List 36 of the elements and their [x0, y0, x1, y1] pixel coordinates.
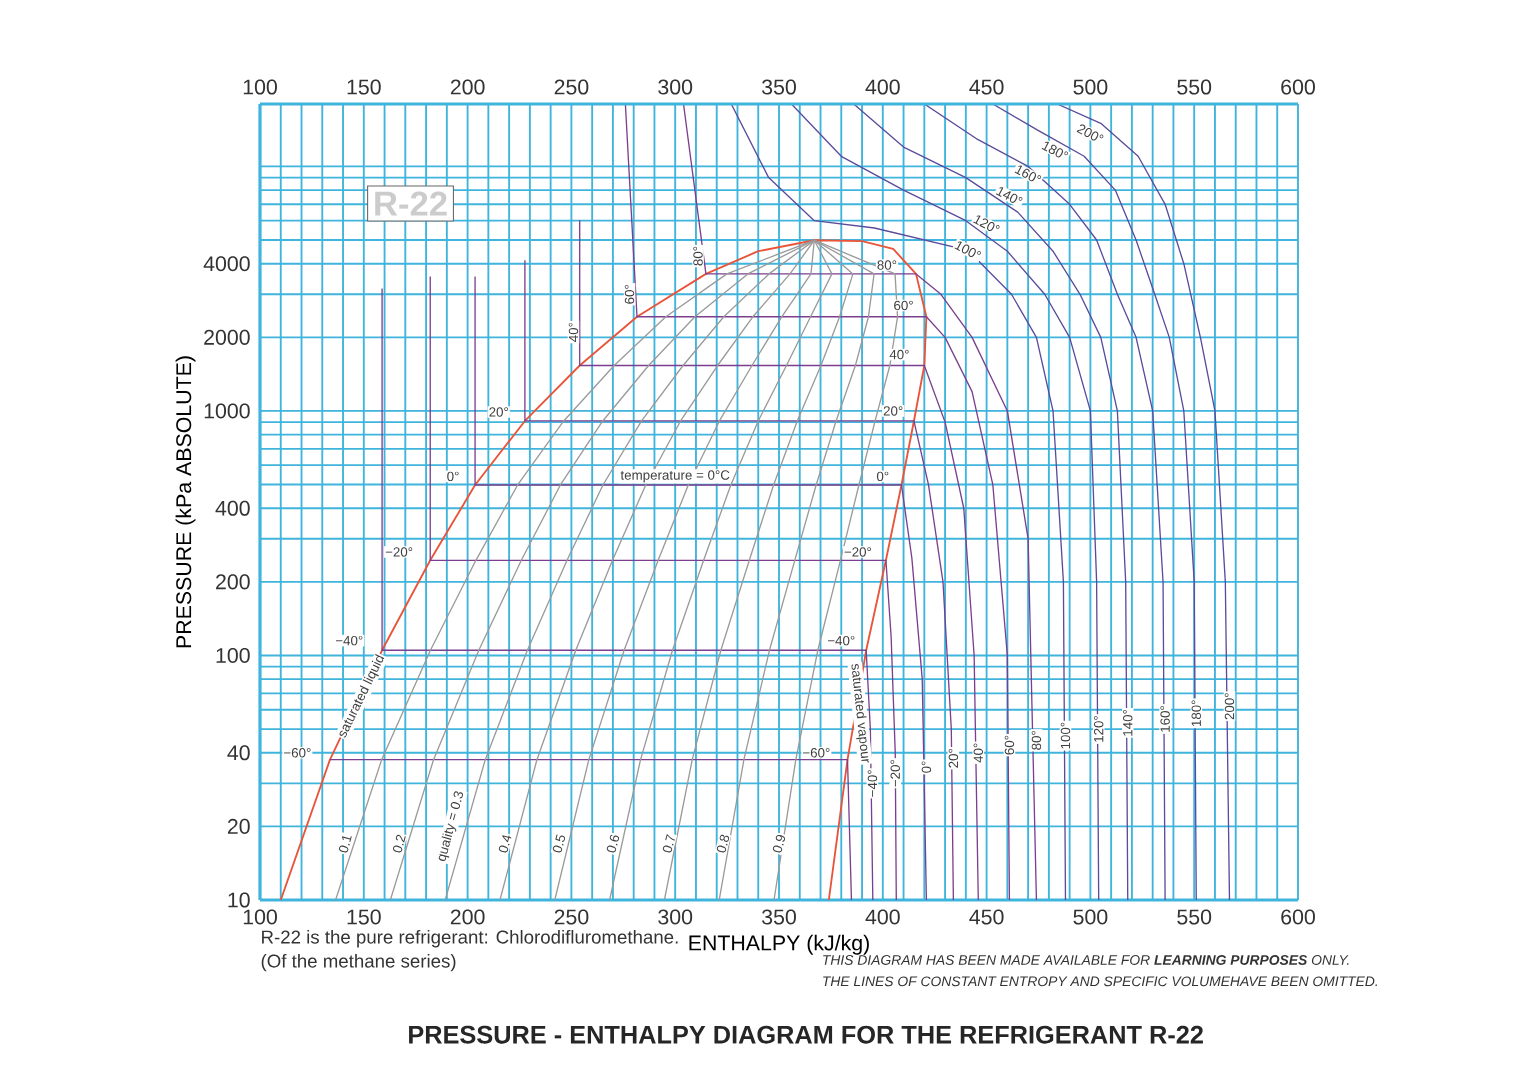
text: PRESSURE - ENTHALPY DIAGRAM FOR THE REFRIGERANT R-22	[409, 1025, 1203, 1044]
x2-tick-label: 400	[865, 79, 900, 95]
x-axis-title: ENTHALPY (kJ/kg)	[689, 934, 869, 955]
x-tick-label: 350	[761, 909, 796, 925]
x2-tick-label: 200	[450, 79, 485, 95]
x-tick-label: 450	[969, 909, 1004, 925]
x-tick-label: 600	[1281, 909, 1315, 925]
x-tick-label: 100	[243, 909, 277, 925]
x-tick-label: 500	[1073, 909, 1108, 925]
x2-tick-label: 100	[243, 79, 277, 95]
x2-tick-label: 550	[1177, 79, 1212, 95]
x2-tick-label: 600	[1281, 79, 1315, 95]
x2-tick-label: 450	[969, 79, 1004, 95]
y-tick-label: 200	[216, 574, 250, 590]
y-tick-label: 40	[227, 745, 250, 761]
text: (Of the methane series)	[261, 953, 456, 972]
x-tick-label: 400	[865, 909, 900, 925]
y-tick-label: 2000	[204, 329, 250, 345]
x2-tick-label: 150	[347, 79, 381, 95]
y-tick-label: 4000	[203, 256, 250, 272]
x-tick-label: 550	[1177, 909, 1212, 925]
y-tick-label: 20	[227, 818, 250, 834]
x2-tick-label: 500	[1073, 79, 1108, 95]
x2-tick-label: 350	[761, 79, 796, 95]
y-axis-title: PRESSURE (kPa ABSOLUTE)	[175, 356, 196, 648]
x-tick-label: 250	[554, 909, 589, 925]
y-tick-label: 10	[228, 892, 250, 908]
x-tick-label: 200	[450, 909, 485, 925]
x-tick-label: 150	[347, 909, 381, 925]
x2-tick-label: 300	[658, 79, 693, 95]
x2-tick-label: 250	[554, 79, 589, 95]
y-tick-label: 400	[215, 500, 250, 516]
x-tick-label: 300	[658, 909, 693, 925]
y-tick-label: 100	[216, 647, 250, 664]
y-tick-label: 1000	[204, 403, 250, 419]
text: R-22 is the pure refrigerant: Chlorodifluromethane.	[262, 929, 678, 948]
